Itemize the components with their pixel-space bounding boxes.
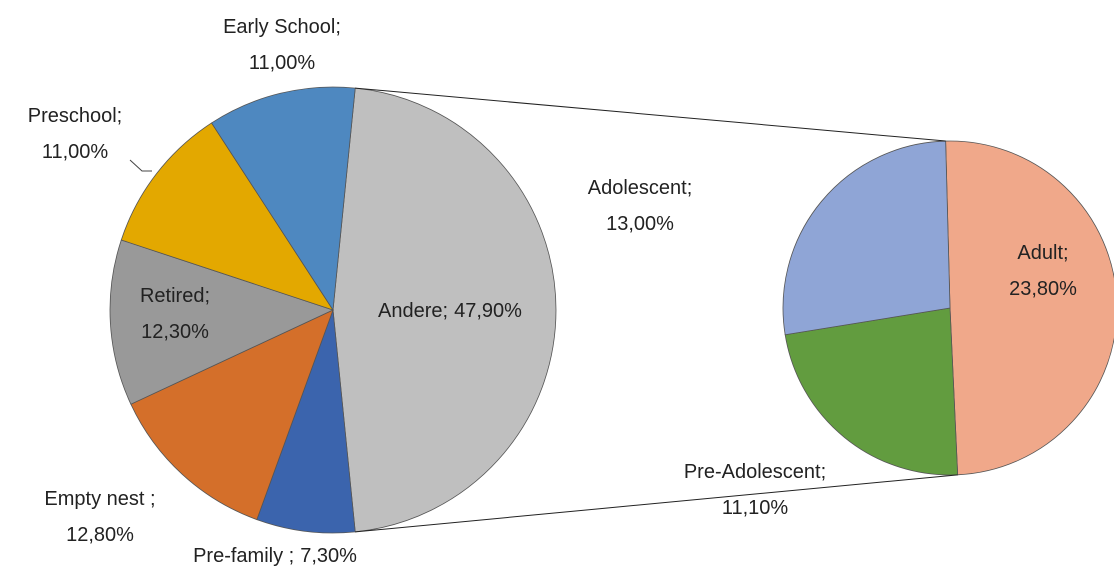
data-label: Pre-Adolescent; 11,10%: [684, 461, 826, 519]
pie-slice: [120, 122, 334, 311]
pie-slice: [211, 86, 356, 312]
label-name: Andere;: [378, 300, 448, 322]
label-value: 7,30%: [300, 545, 357, 567]
label-value: 11,00%: [42, 141, 109, 163]
label-value: 12,30%: [141, 321, 209, 343]
pie-slice: [332, 87, 557, 533]
label-value: 13,00%: [606, 213, 674, 235]
data-label: Retired; 12,30%: [140, 285, 210, 343]
connector-line: [355, 87, 946, 142]
label-value: 12,80%: [66, 524, 134, 546]
data-label: Empty nest ; 12,80%: [44, 488, 155, 546]
pie-slice: [256, 309, 356, 534]
label-name: Adolescent;: [588, 177, 693, 199]
label-value: 11,10%: [722, 497, 789, 519]
label-name: Early School;: [223, 16, 341, 38]
label-value: 47,90%: [454, 300, 522, 322]
pie-slice: [109, 239, 335, 405]
pie-slice: [945, 140, 1114, 476]
label-name: Preschool;: [28, 105, 123, 127]
label-name: Empty nest ;: [44, 488, 155, 510]
data-label: Adolescent; 13,00%: [588, 177, 693, 235]
label-name: Retired;: [140, 285, 210, 307]
label-name: Pre-Adolescent;: [684, 461, 826, 483]
connector-line: [355, 474, 958, 533]
label-value: 11,00%: [249, 52, 316, 74]
leader-line: [129, 159, 152, 172]
label-value: 23,80%: [1009, 278, 1077, 300]
data-label: Adult; 23,80%: [1009, 242, 1077, 300]
data-label: Preschool; 11,00%: [28, 105, 123, 163]
label-name: Pre-family ;: [193, 545, 294, 567]
pie-slice: [782, 140, 951, 336]
data-label: Early School; 11,00%: [223, 16, 341, 74]
pie-slice: [784, 307, 959, 476]
data-label: Andere; 47,90%: [378, 300, 522, 322]
data-label: Pre-family ; 7,30%: [193, 545, 357, 567]
pie-slice: [130, 309, 334, 521]
label-name: Adult;: [1017, 242, 1068, 264]
